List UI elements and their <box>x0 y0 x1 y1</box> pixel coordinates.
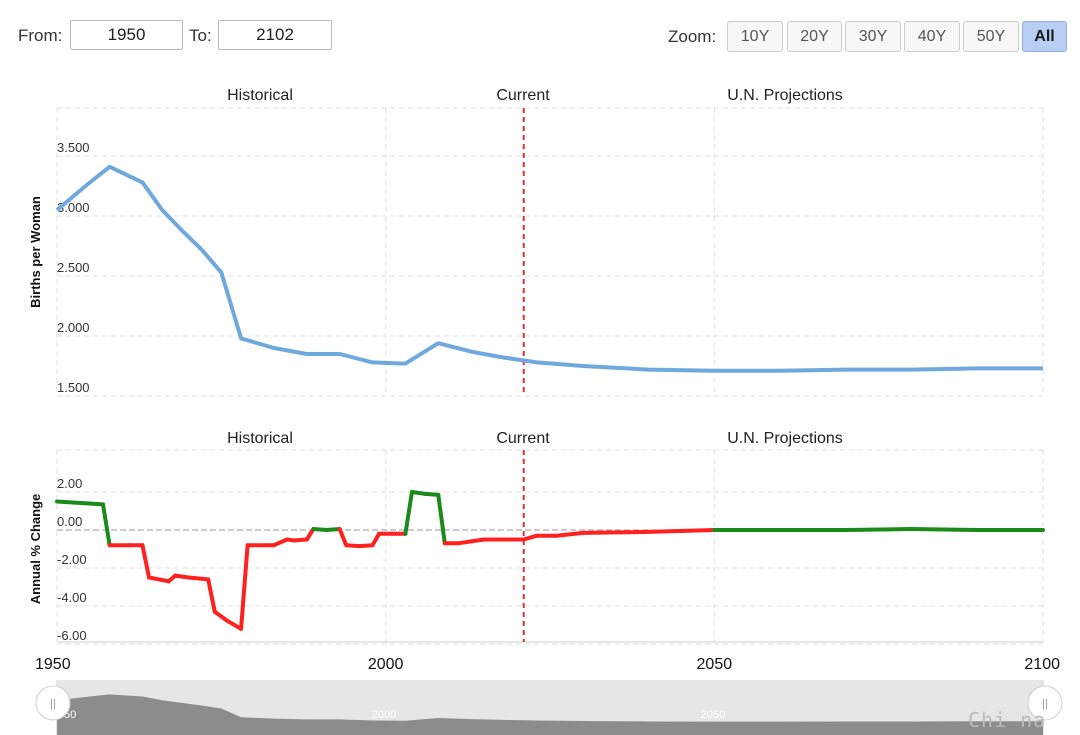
annual-change-segment <box>469 537 487 544</box>
annual-change-segment <box>291 537 309 543</box>
annual-change-segment <box>580 529 651 535</box>
annual-change-segment <box>186 575 211 582</box>
annual-change-segment <box>423 491 441 497</box>
annual-change-segment <box>304 527 316 542</box>
annual-change-segment <box>843 527 914 532</box>
x-tick-label: 2100 <box>1024 656 1060 673</box>
zoom-40y-button[interactable]: 40Y <box>904 21 960 52</box>
annual-change-segment <box>436 492 447 546</box>
annual-change-segment <box>311 527 329 532</box>
annual-change-segment <box>271 537 290 548</box>
navigator[interactable]: 50 2000 2050 || || <box>35 680 1063 735</box>
bottom-current-label: Current <box>496 430 550 447</box>
annual-change-segment <box>521 533 539 542</box>
bottom-historical-label: Historical <box>227 430 293 447</box>
top-current-label: Current <box>496 87 550 104</box>
zoom-30y-button[interactable]: 30Y <box>845 21 901 52</box>
annual-change-segment <box>344 543 362 549</box>
zoom-20y-button[interactable]: 20Y <box>787 21 842 52</box>
navigator-tick-label: 2000 <box>372 709 396 721</box>
y-tick-label: 2.000 <box>57 320 90 335</box>
top-projections-label: U.N. Projections <box>727 87 843 104</box>
from-year-input[interactable] <box>70 20 183 50</box>
annual-change-segment <box>55 499 106 507</box>
navigator-right-handle[interactable] <box>1027 685 1063 721</box>
y-tick-label: 3.500 <box>57 140 90 155</box>
annual-change-segment <box>147 575 171 584</box>
y-tick-label: 0.00 <box>57 514 82 529</box>
navigator-left-grip-icon: || <box>50 698 56 710</box>
y-tick-label: -2.00 <box>57 552 87 567</box>
x-axis-ticks: 1950 2000 2050 2100 <box>35 656 1060 673</box>
top-y-axis-title: Births per Woman <box>28 196 43 308</box>
range-selector: From: To: Zoom: 10Y 20Y 30Y 40Y 50Y All <box>0 0 1080 60</box>
x-tick-label: 1950 <box>35 656 71 673</box>
navigator-tick-label: 2050 <box>701 709 725 721</box>
annual-change-segment <box>225 619 244 631</box>
annual-change-segment <box>403 490 414 536</box>
annual-change-segment <box>324 527 342 532</box>
annual-change-segment <box>646 528 717 534</box>
annual-change-segment <box>206 577 217 614</box>
annual-change-segment <box>554 530 585 538</box>
y-tick-label: -4.00 <box>57 590 87 605</box>
annual-change-segment <box>370 531 382 548</box>
to-year-input[interactable] <box>218 20 332 50</box>
bottom-y-axis-title: Annual % Change <box>28 494 43 605</box>
annual-change-series <box>55 490 1045 631</box>
annual-change-segment <box>455 539 474 546</box>
zoom-all-button[interactable]: All <box>1022 21 1067 52</box>
top-historical-label: Historical <box>227 87 293 104</box>
fertility-rate-chart: Historical Current U.N. Projections Hist… <box>28 87 1063 735</box>
y-tick-label: -6.00 <box>57 628 87 643</box>
y-tick-label: 1.500 <box>57 380 90 395</box>
zoom-50y-button[interactable]: 50Y <box>963 21 1019 52</box>
fertility-rate-series <box>55 164 1043 373</box>
bottom-chart-grid <box>56 449 1044 645</box>
annual-change-segment <box>337 527 349 548</box>
annual-change-segment <box>101 502 112 548</box>
x-tick-label: 2000 <box>368 656 404 673</box>
zoom-label: Zoom: <box>668 27 717 46</box>
annual-change-segment <box>140 543 152 580</box>
x-tick-label: 2050 <box>697 656 733 673</box>
annual-change-segment <box>212 609 230 624</box>
navigator-right-grip-icon: || <box>1042 698 1048 710</box>
fertility-rate-line <box>55 164 1043 373</box>
navigator-area <box>57 694 1043 735</box>
annual-change-segment <box>239 543 250 631</box>
y-tick-label: 2.500 <box>57 260 90 275</box>
annual-change-segment <box>357 543 375 549</box>
bottom-projections-label: U.N. Projections <box>727 430 843 447</box>
zoom-10y-button[interactable]: 10Y <box>727 21 783 52</box>
y-tick-label: 2.00 <box>57 476 82 491</box>
watermark: Chi na <box>968 708 1047 732</box>
to-label: To: <box>189 26 212 45</box>
navigator-left-handle[interactable] <box>35 685 71 721</box>
annual-change-segment <box>173 573 191 580</box>
bottom-y-ticks: 2.00 0.00 -2.00 -4.00 -6.00 <box>57 476 87 643</box>
annual-change-segment <box>409 490 428 496</box>
from-label: From: <box>18 26 63 45</box>
annual-change-segment <box>909 527 980 532</box>
